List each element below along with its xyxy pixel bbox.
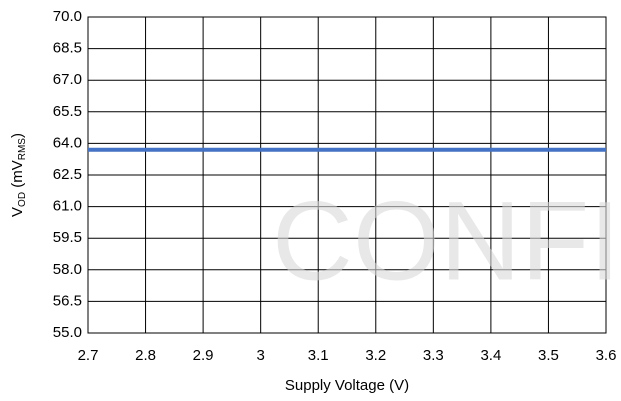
y-tick-label: 62.5 (53, 166, 82, 183)
x-tick-label: 3 (256, 347, 264, 364)
y-tick-label: 58.0 (53, 261, 82, 278)
x-tick-label: 2.7 (78, 347, 99, 364)
x-tick-label: 3.6 (596, 347, 617, 364)
y-tick-label: 64.0 (53, 134, 82, 151)
plot-border (87, 16, 607, 334)
x-tick-label: 3.5 (538, 347, 559, 364)
x-tick-label: 3.2 (365, 347, 386, 364)
y-tick-label: 59.5 (53, 229, 82, 246)
x-tick-label: 3.3 (423, 347, 444, 364)
y-tick-label: 65.5 (53, 103, 82, 120)
y-label-part: ) (9, 133, 26, 138)
x-tick-label: 3.4 (480, 347, 501, 364)
y-label-part: V (9, 207, 26, 217)
y-tick-label: 70.0 (53, 8, 82, 25)
x-axis-label: Supply Voltage (V) (285, 377, 409, 394)
y-tick-label: 61.0 (53, 198, 82, 215)
x-tick-label: 2.8 (135, 347, 156, 364)
x-tick-label: 3.1 (308, 347, 329, 364)
y-tick-label: 68.5 (53, 40, 82, 57)
y-tick-label: 67.0 (53, 71, 82, 88)
watermark: CONFID (272, 179, 621, 304)
y-tick-label: 55.0 (53, 324, 82, 341)
y-label-sub: RMS (17, 138, 28, 161)
y-label-part: (mV (9, 160, 26, 192)
y-axis-label: VOD (mVRMS) (9, 133, 28, 217)
y-tick-label: 56.5 (53, 292, 82, 309)
y-label-sub: OD (17, 192, 28, 207)
x-tick-label: 2.9 (193, 347, 214, 364)
